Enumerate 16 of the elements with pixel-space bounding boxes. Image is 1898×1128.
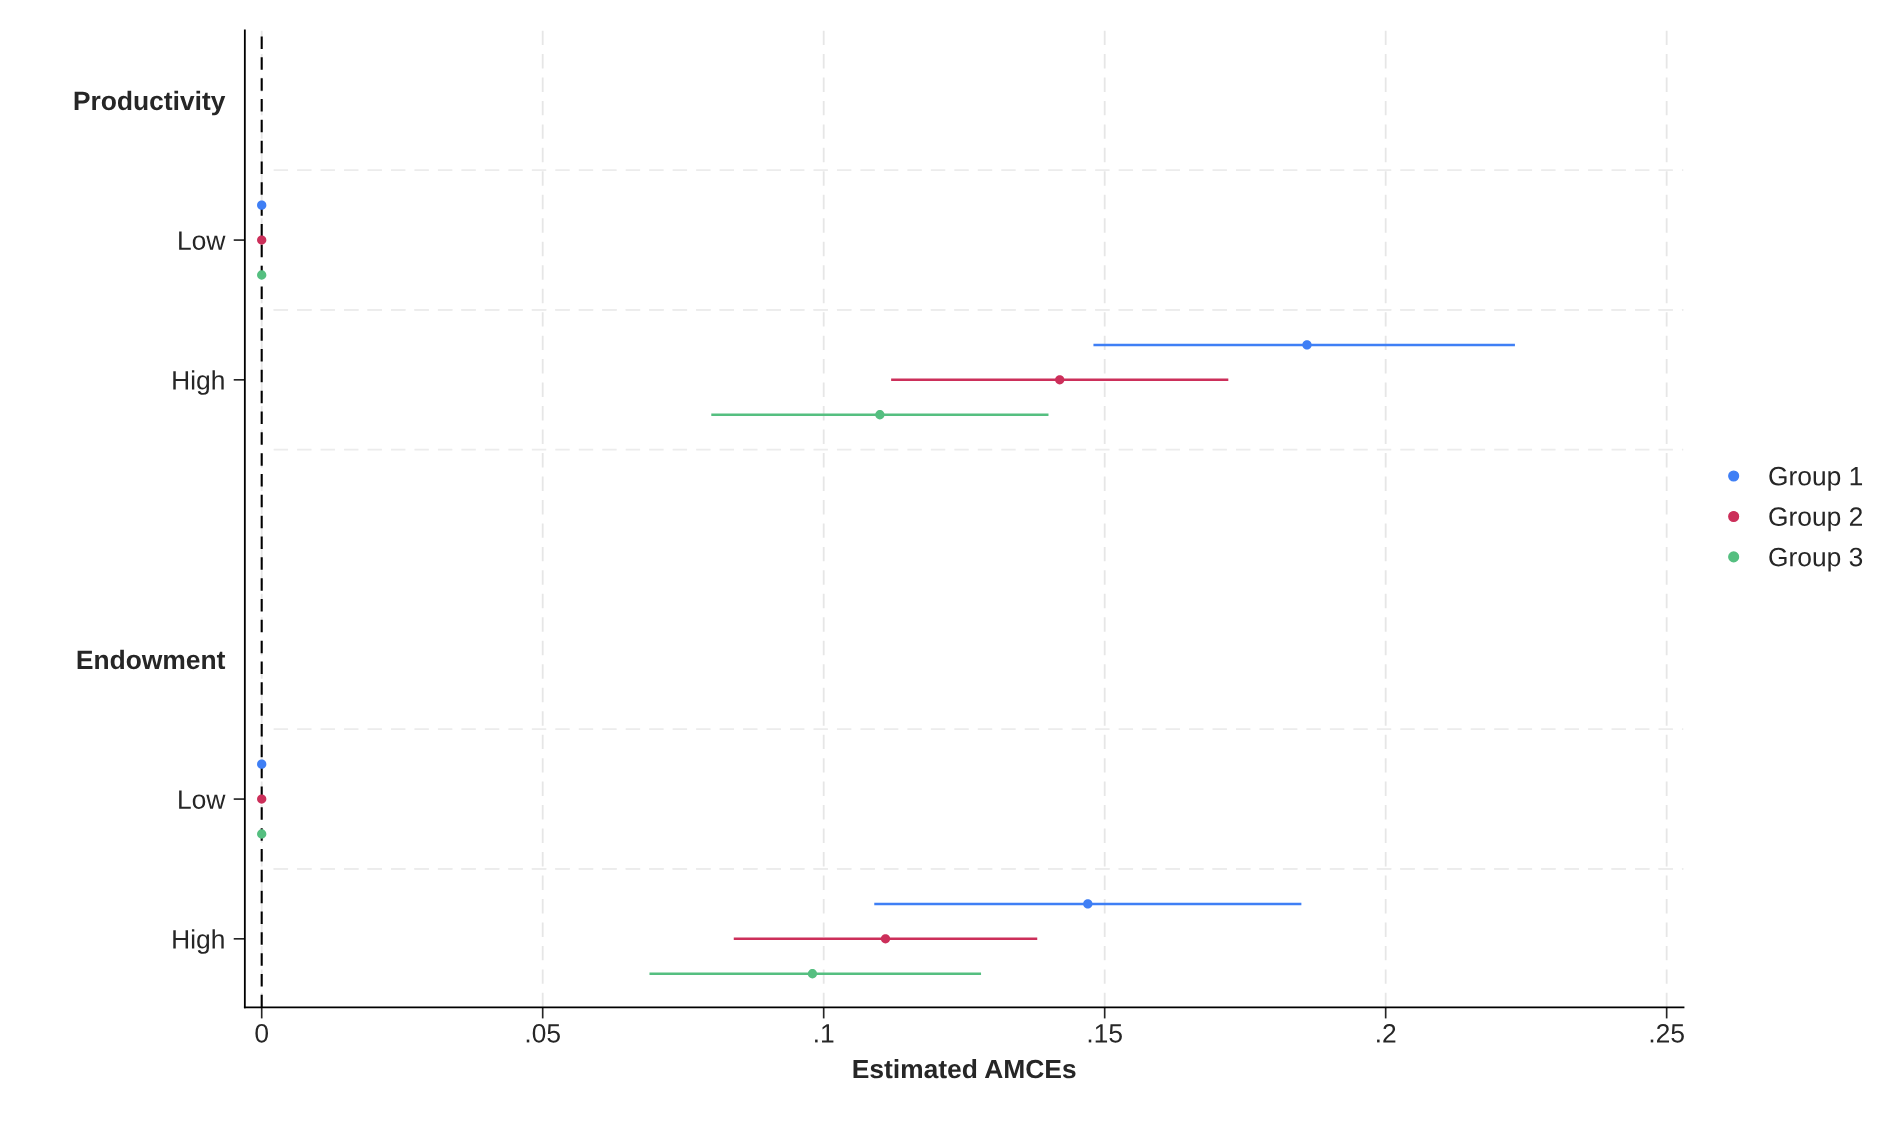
legend-label: Group 2 bbox=[1769, 507, 1862, 532]
y-tick-label: Endowment bbox=[77, 649, 226, 670]
legend-label: Group 3 bbox=[1769, 547, 1863, 572]
y-tick-label: High bbox=[173, 929, 224, 954]
x-tick-label: .15 bbox=[1088, 1024, 1122, 1043]
x-tick-label: 0 bbox=[255, 1023, 269, 1043]
x-tick-label: .2 bbox=[1377, 1023, 1396, 1043]
y-tick-label: Productivity bbox=[74, 90, 226, 116]
x-axis-title: Estimated AMCEs bbox=[853, 1058, 1076, 1079]
y-tick-label: Low bbox=[179, 790, 226, 809]
legend-label: Group 1 bbox=[1769, 466, 1863, 491]
y-tick-label: High bbox=[173, 370, 224, 395]
x-tick-label: .1 bbox=[815, 1024, 834, 1043]
y-tick-label: Low bbox=[179, 231, 226, 250]
x-tick-label: .05 bbox=[526, 1023, 560, 1043]
x-tick-label: .25 bbox=[1650, 1023, 1684, 1043]
